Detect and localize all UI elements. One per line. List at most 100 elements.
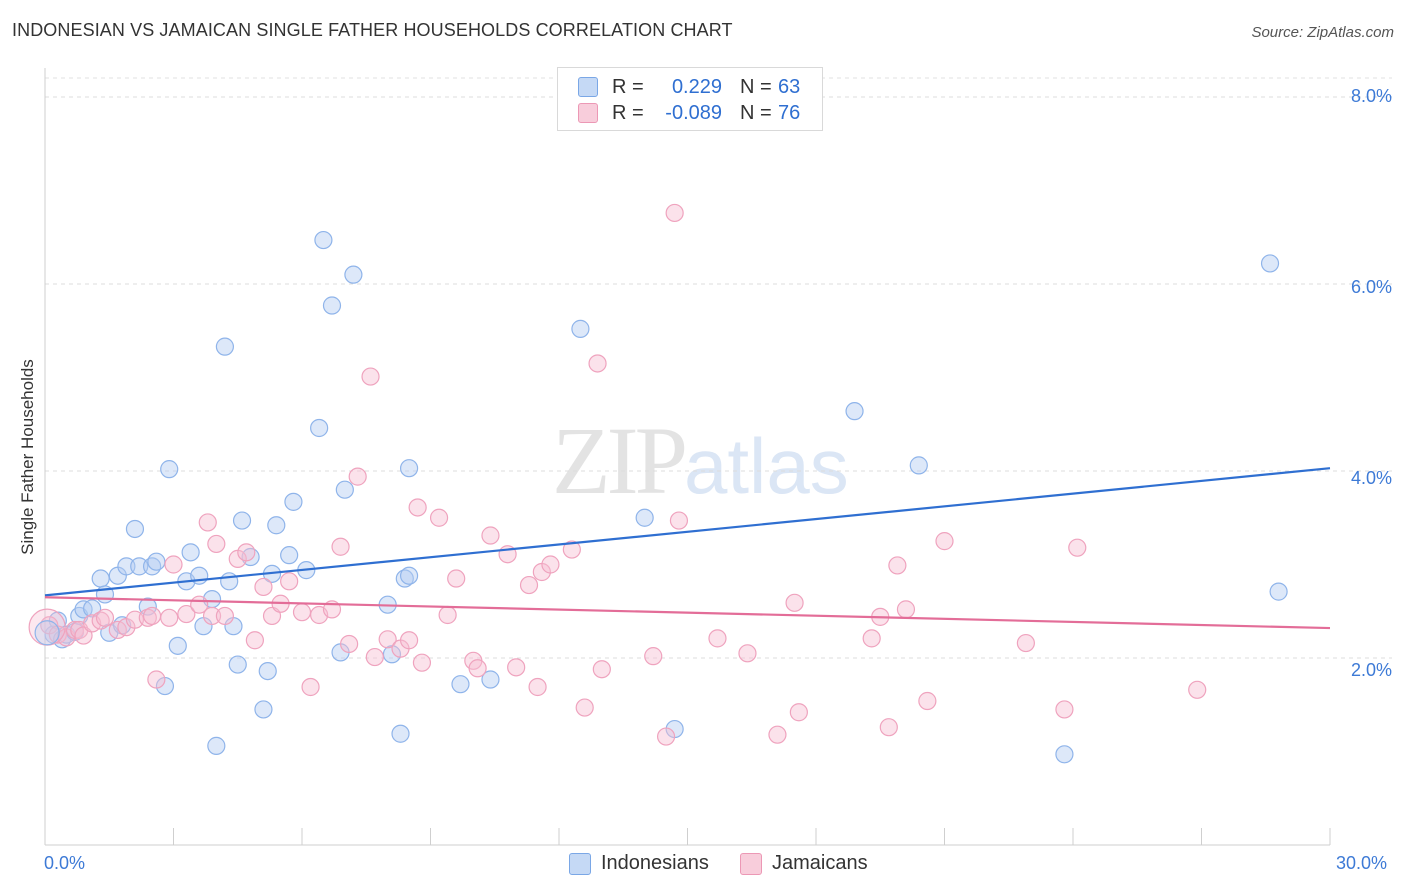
data-point-jamaican [361, 367, 380, 386]
data-point-indonesian [280, 546, 299, 565]
data-point-jamaican [237, 543, 256, 562]
data-point-jamaican [768, 725, 787, 744]
data-point-indonesian [228, 655, 247, 674]
data-point-indonesian [1260, 254, 1280, 273]
data-point-jamaican [177, 604, 196, 624]
data-point-jamaican [412, 653, 432, 672]
data-point-indonesian [207, 736, 226, 755]
data-point-indonesian [117, 557, 136, 576]
legend-item-jamaicans[interactable]: Jamaicans [740, 852, 868, 875]
data-point-jamaican [708, 629, 727, 648]
data-point-indonesian [215, 337, 234, 356]
data-point-jamaican [592, 660, 611, 679]
legend-item-indonesians[interactable]: Indonesians [569, 852, 709, 875]
legend-r-label: R = [612, 75, 644, 98]
watermark-zip: ZIP [552, 407, 688, 514]
data-point-indonesian [335, 480, 354, 499]
data-point-jamaican [918, 691, 937, 711]
data-point-indonesian [220, 572, 239, 591]
data-point-jamaican [935, 532, 954, 551]
legend-n-label: N = [740, 101, 772, 124]
data-point-jamaican [429, 508, 449, 527]
data-point-indonesian [181, 543, 200, 562]
data-point-indonesian [344, 265, 363, 284]
data-point-jamaican [785, 593, 804, 612]
data-point-jamaican [481, 526, 500, 545]
data-point-jamaican [468, 659, 487, 678]
data-point-jamaican [507, 658, 526, 677]
data-point-indonesian [125, 519, 145, 539]
data-point-jamaican [789, 703, 808, 722]
data-point-jamaican [378, 630, 397, 649]
data-point-jamaican [207, 534, 226, 554]
data-point-jamaican [160, 608, 179, 627]
data-point-indonesian [1269, 582, 1288, 601]
legend-label: Jamaicans [772, 852, 868, 874]
data-point-jamaican [665, 203, 684, 223]
data-point-jamaican [588, 354, 607, 373]
data-point-jamaican [528, 677, 547, 697]
source-label: Source: ZipAtlas.com [1251, 24, 1394, 41]
data-point-jamaican [202, 606, 222, 626]
data-point-indonesian [310, 418, 329, 438]
legend-swatch-pink [740, 852, 762, 875]
data-point-jamaican [254, 577, 273, 597]
data-point-indonesian [909, 456, 928, 475]
y-axis-label: Single Father Households [18, 359, 37, 555]
stats-legend: R = 0.229 N = 63 R = -0.089 N = 76 [557, 67, 823, 131]
series-legend: Indonesians Jamaicans [0, 852, 1406, 878]
legend-swatch-blue [569, 852, 591, 875]
data-point-indonesian [147, 552, 166, 571]
data-point-jamaican [519, 575, 539, 595]
legend-r-value: -0.089 [665, 101, 722, 124]
data-point-jamaican [1055, 700, 1074, 719]
data-point-jamaican [1068, 538, 1087, 557]
data-point-jamaican [1188, 680, 1207, 699]
data-point-jamaican [399, 631, 419, 650]
y-tick-label: 6.0% [1350, 277, 1392, 297]
data-point-jamaican [331, 537, 350, 556]
legend-label: Indonesians [601, 852, 709, 874]
data-point-jamaican [408, 498, 427, 517]
data-point-jamaican [562, 540, 581, 559]
chart-title: INDONESIAN VS JAMAICAN SINGLE FATHER HOU… [12, 20, 733, 40]
data-point-jamaican [656, 727, 676, 746]
data-point-indonesian [845, 402, 864, 421]
data-point-indonesian [391, 724, 410, 743]
y-tick-label: 8.0% [1350, 86, 1392, 106]
data-point-indonesian [481, 670, 500, 689]
data-point-indonesian [267, 516, 286, 535]
data-point-jamaican [888, 556, 907, 575]
data-point-indonesian [284, 492, 303, 511]
data-cluster-indonesian [34, 620, 60, 646]
data-point-indonesian [399, 566, 419, 585]
data-point-jamaican [215, 606, 234, 626]
data-point-jamaican [738, 644, 757, 663]
data-point-indonesian [399, 459, 419, 478]
data-point-jamaican [147, 670, 166, 689]
legend-n-value: 76 [778, 101, 801, 124]
data-point-jamaican [644, 647, 663, 666]
data-point-indonesian [314, 230, 333, 250]
x-tick-label-max: 30.0% [1336, 853, 1388, 873]
data-point-indonesian [232, 511, 252, 530]
data-point-jamaican [164, 555, 183, 574]
data-point-jamaican [447, 569, 466, 588]
legend-row-indonesians: R = 0.229 N = 63 [578, 75, 800, 99]
data-point-indonesian [91, 569, 110, 588]
data-point-jamaican [896, 600, 916, 619]
data-point-jamaican [142, 606, 162, 626]
data-point-jamaican [365, 647, 384, 667]
data-point-indonesian [571, 319, 590, 338]
legend-swatch-blue [578, 77, 598, 97]
x-tick-label-min: 0.0% [44, 853, 86, 873]
data-point-jamaican [292, 603, 312, 622]
data-point-jamaican [1016, 633, 1035, 653]
data-point-indonesian [168, 636, 187, 655]
legend-row-jamaicans: R = -0.089 N = 76 [578, 101, 800, 125]
data-point-indonesian [451, 675, 470, 694]
data-point-indonesian [160, 460, 179, 479]
data-point-jamaican [862, 629, 881, 648]
data-point-jamaican [198, 513, 217, 532]
